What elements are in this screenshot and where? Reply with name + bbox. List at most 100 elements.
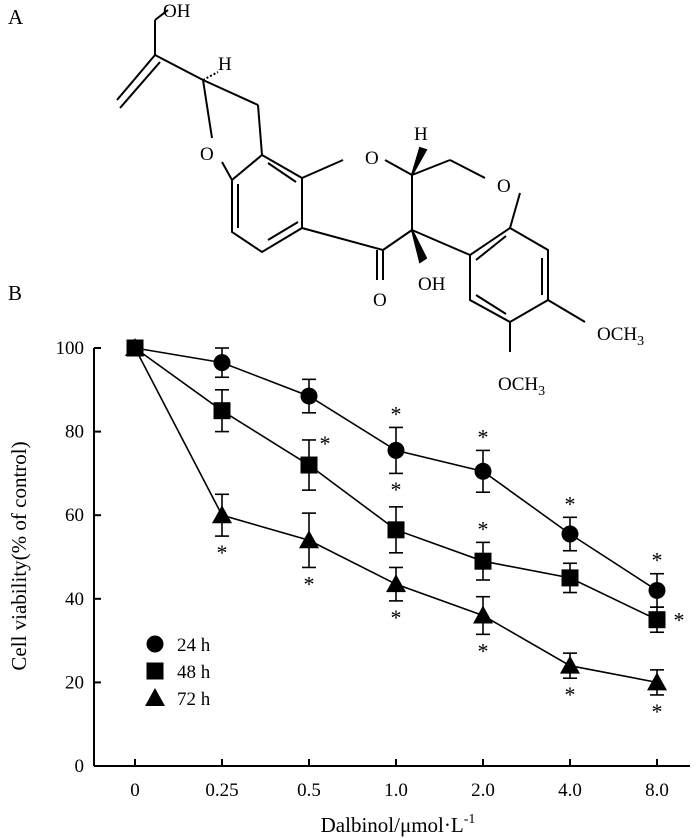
bond [267,162,297,183]
y-tick-label: 60 [65,505,84,526]
data-point [647,672,667,691]
benzene-ring [231,153,303,254]
legend-label: 24 h [177,635,211,656]
data-point [387,521,405,539]
significance-marker: * [217,540,228,565]
significance-marker: * [674,608,685,633]
data-point [387,441,405,459]
benzene-ring [469,226,549,324]
bond [475,235,507,261]
bond [547,299,586,323]
x-tick-label: 8.0 [645,780,669,801]
series-48-h: * * * * [126,339,685,634]
data-point [300,456,318,474]
atom-label-o-ketone: O [373,290,387,311]
data-point [474,462,492,480]
x-tick-label: 1.0 [384,780,408,801]
atom-label-h-right: H [414,124,428,145]
y-tick-label: 100 [56,338,85,359]
atom-label-ome-2: OCH3 [498,374,545,399]
bond [202,79,259,106]
x-tick-label: 0.5 [297,780,321,801]
significance-marker: * [652,699,663,724]
x-axis-ticks: 0 0.25 0.5 1.0 2.0 4.0 8.0 [130,759,669,801]
significance-marker: * [478,516,489,541]
significance-marker: * [478,424,489,449]
bond [382,229,413,251]
significance-marker: * [391,605,402,630]
chemical-structure [116,9,586,352]
bond [411,159,451,176]
wedge-bond [411,229,428,264]
data-point [648,611,666,629]
data-point [213,354,231,372]
data-point [560,655,580,674]
data-point [299,530,319,549]
bond [154,9,169,21]
panel-b-label: B [8,281,22,305]
atom-label-oh-mid: OH [418,274,446,295]
significance-marker: * [320,431,331,456]
atom-label-o-pyran: O [365,148,379,169]
bond [509,192,521,229]
significance-marker: * [565,682,576,707]
data-point [386,574,406,593]
data-point [300,387,318,405]
significance-marker: * [652,548,663,573]
data-point [474,552,492,570]
x-axis-title: Dalbinol/μmol·L-1 [321,812,476,837]
bond [116,54,156,101]
legend-marker [145,688,165,706]
significance-marker: * [391,401,402,426]
atom-label-ome-1: OCH3 [597,324,644,349]
x-tick-label: 0 [130,780,140,801]
data-point [648,581,666,599]
atom-label-o-furan: O [200,144,214,165]
significance-marker: * [478,638,489,663]
y-tick-label: 20 [65,672,84,693]
bond [267,221,299,241]
data-point [213,402,231,420]
legend-item: 24 h [146,635,211,656]
y-tick-label: 40 [65,589,84,610]
bond [202,71,219,81]
bond [449,159,486,179]
y-axis-title: Cell viability(% of control) [7,441,31,670]
x-tick-label: 2.0 [471,780,495,801]
data-point [561,569,579,587]
series-72-h: * * * * * * [125,338,667,724]
bond [257,104,263,156]
x-tick-label: 0.25 [205,780,238,801]
legend-item: 72 h [145,688,211,710]
legend-label: 72 h [177,689,211,710]
legend-label: 48 h [177,662,211,683]
atom-label-oh-top: OH [163,1,191,22]
data-point [473,605,493,624]
structure-labels: OH H O O H O OH O OCH3 OCH3 [163,1,644,399]
bond [119,61,161,109]
legend-item: 48 h [146,662,211,683]
significance-marker: * [304,571,315,596]
y-axis-ticks: 0 20 40 60 80 100 [56,338,101,777]
y-tick-label: 0 [75,756,85,777]
bond [475,294,507,315]
atom-label-h-left: H [218,54,232,75]
data-point [212,505,232,524]
x-tick-label: 4.0 [558,780,582,801]
bond [202,79,213,139]
data-point [125,338,145,356]
series-24-h: * * * * [126,339,666,608]
panel-a-label: A [8,5,24,29]
data-point [561,525,579,543]
series-layer: * * * * * * * * * * * * * * [125,338,685,724]
legend: 24 h 48 h 72 h [145,635,211,710]
legend-marker [146,635,164,653]
bond [221,161,233,181]
bond [301,159,344,179]
significance-marker: * [565,491,576,516]
atom-label-o-chromene: O [497,176,511,197]
y-tick-label: 80 [65,422,84,443]
wedge-bond [411,146,428,176]
